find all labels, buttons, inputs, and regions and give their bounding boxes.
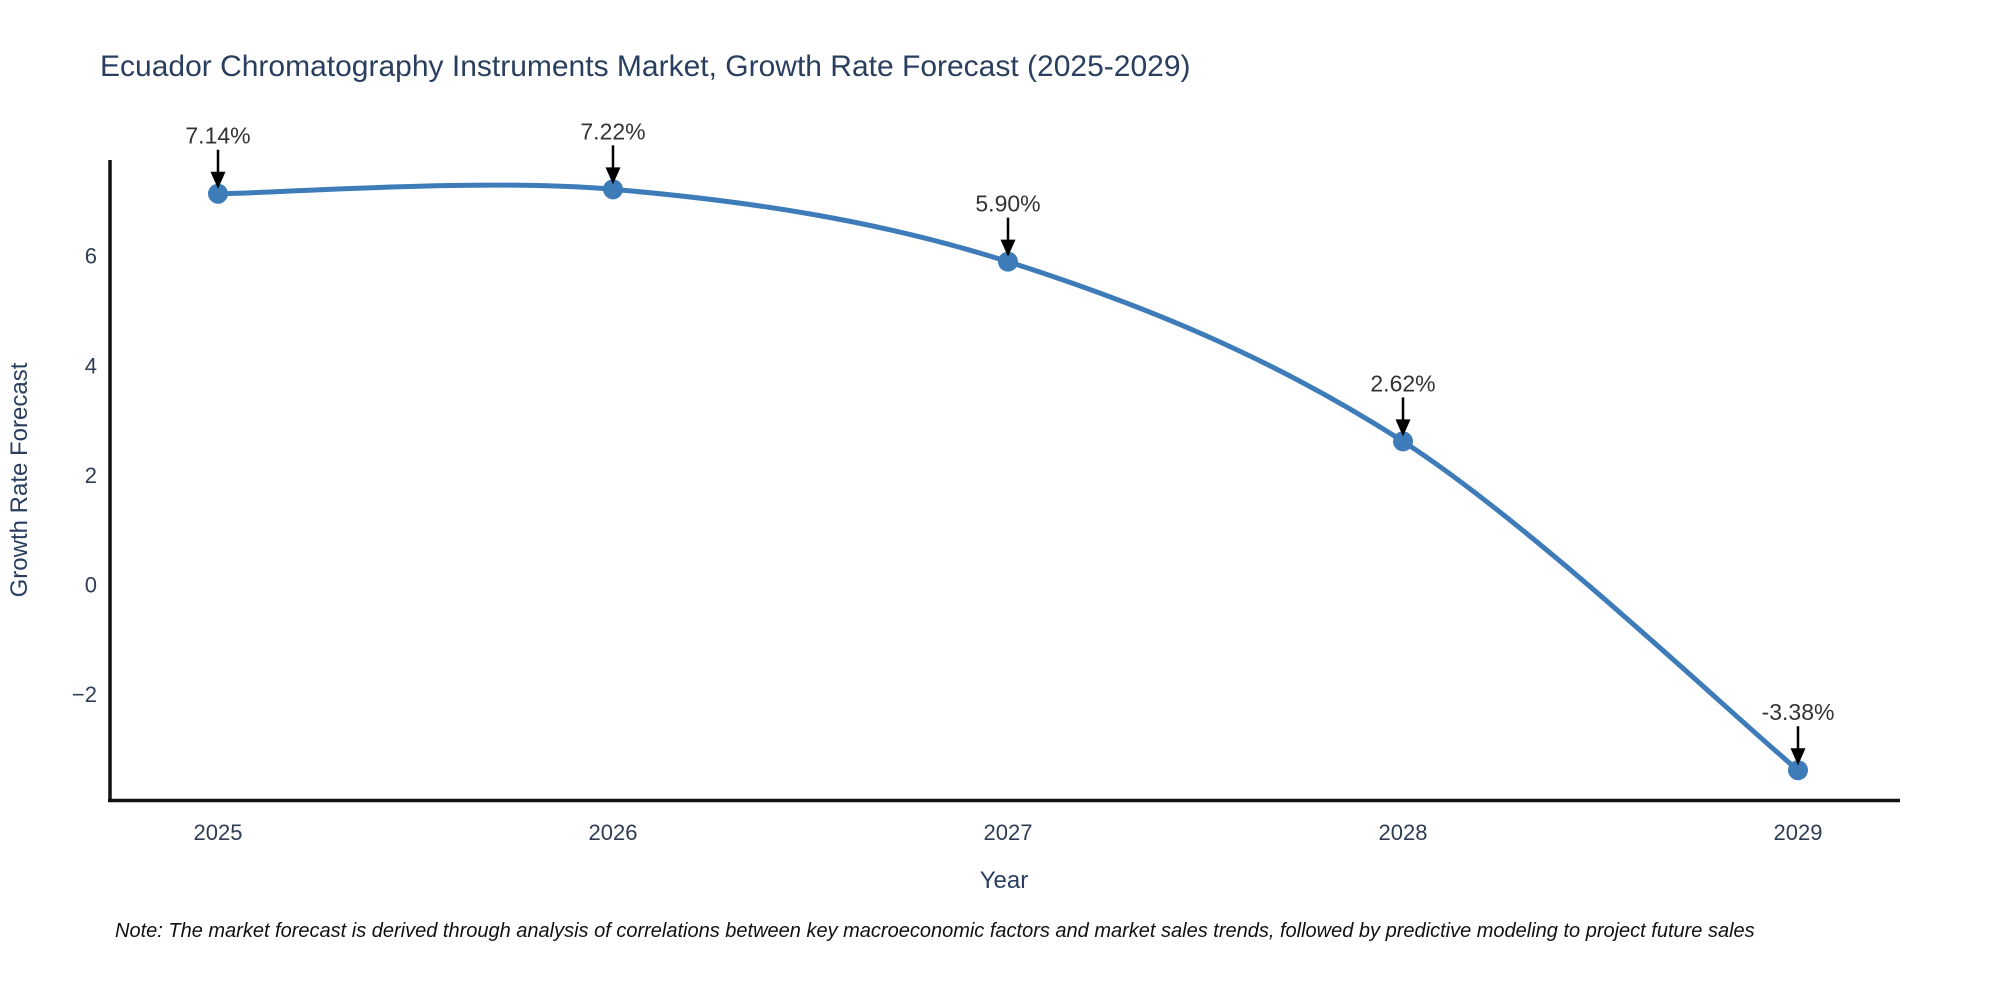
annotation-label-2027: 5.90% (975, 191, 1040, 217)
annotation-label-2028: 2.62% (1370, 370, 1435, 396)
annotation-arrowhead (210, 171, 226, 189)
x-tick-label: 2025 (194, 820, 243, 845)
annotation-arrowhead (605, 167, 621, 185)
y-tick-label: −2 (72, 682, 97, 707)
data-point-2027 (998, 251, 1018, 272)
y-axis-title: Growth Rate Forecast (6, 362, 33, 597)
annotation-arrowhead (1000, 239, 1016, 257)
x-tick-label: 2028 (1379, 820, 1428, 845)
y-tick-label: 6 (85, 244, 97, 269)
data-point-2028 (1393, 431, 1413, 452)
annotation-label-2029: -3.38% (1762, 699, 1835, 725)
x-tick-label: 2029 (1774, 820, 1823, 845)
annotation-label-2026: 7.22% (580, 118, 645, 144)
x-axis-title: Year (980, 867, 1029, 894)
annotation-label-2025: 7.14% (185, 123, 250, 149)
annotation-arrowhead (1395, 419, 1411, 437)
y-tick-label: 2 (85, 463, 97, 488)
data-point-2026 (603, 179, 623, 200)
y-tick-label: 0 (85, 573, 97, 598)
chart-title: Ecuador Chromatography Instruments Marke… (100, 50, 1191, 83)
footnote: Note: The market forecast is derived thr… (115, 920, 1755, 942)
annotation-arrowhead (1790, 748, 1806, 766)
x-tick-label: 2026 (589, 820, 638, 845)
x-tick-label: 2027 (984, 820, 1033, 845)
data-point-2029 (1788, 760, 1808, 781)
data-point-2025 (208, 183, 228, 204)
forecast-line (215, 182, 1801, 773)
y-tick-label: 4 (85, 353, 97, 378)
